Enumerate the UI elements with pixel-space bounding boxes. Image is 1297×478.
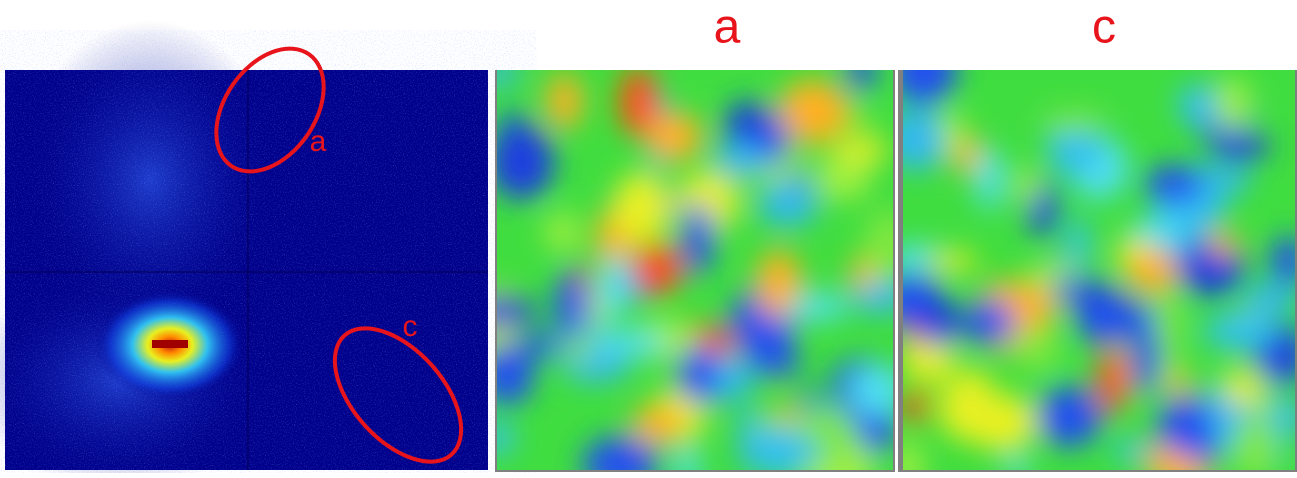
heat-blob	[1243, 283, 1297, 314]
heat-blob	[1170, 373, 1191, 399]
heat-blob	[1097, 348, 1127, 413]
heat-blob	[814, 156, 872, 200]
heat-blob	[1179, 84, 1215, 127]
heat-blob	[956, 367, 995, 443]
heat-blob	[1214, 77, 1251, 131]
heat-blob	[963, 300, 1015, 345]
heat-blob	[848, 49, 875, 91]
heat-blob	[901, 390, 927, 423]
heat-blob	[632, 405, 683, 445]
heat-blob	[1040, 111, 1107, 132]
heat-blob	[918, 301, 961, 347]
heat-blob	[778, 79, 849, 144]
region-label: a	[310, 125, 327, 158]
heat-blob	[941, 109, 964, 156]
heatmap-panel: a	[464, 1, 912, 473]
heat-blob	[739, 404, 760, 473]
heat-blob	[1144, 165, 1204, 203]
heat-blob	[547, 73, 582, 129]
heat-blob	[480, 345, 534, 406]
heat-blob	[489, 125, 554, 200]
heat-blob	[748, 351, 801, 377]
heat-blob	[1130, 220, 1185, 243]
heat-blob	[929, 251, 977, 272]
heat-blob	[1037, 386, 1101, 447]
region-label: c	[403, 310, 418, 343]
heat-blob	[619, 67, 658, 136]
heatmap-panel: c	[879, 1, 1297, 473]
panel-title: a	[714, 1, 741, 54]
heat-blob	[683, 203, 714, 274]
heat-blob	[634, 243, 682, 295]
panel-title: c	[1092, 1, 1116, 54]
heat-blob	[1156, 397, 1213, 455]
heat-blob	[600, 256, 631, 316]
heat-blob	[1050, 278, 1107, 304]
heat-blob	[596, 330, 665, 356]
heat-blob	[714, 143, 767, 177]
heat-blob	[976, 148, 1004, 211]
heat-blob	[1209, 132, 1269, 161]
fft-panel: a c	[0, 20, 488, 473]
heat-blob	[1067, 217, 1090, 269]
heat-blob	[1204, 313, 1279, 350]
heat-blob	[613, 172, 670, 244]
heat-blob	[758, 182, 819, 226]
figure: a c a c	[0, 0, 1297, 473]
heat-blob	[1131, 324, 1160, 394]
heat-blob	[1016, 326, 1060, 372]
heat-blob	[1208, 232, 1240, 256]
heat-blob	[555, 270, 588, 340]
heat-blob	[1214, 166, 1251, 193]
heat-blob	[901, 339, 957, 383]
heat-blob	[1112, 440, 1149, 462]
heat-blob	[1015, 166, 1039, 207]
heat-blob	[545, 212, 581, 252]
heat-blob	[787, 293, 849, 320]
